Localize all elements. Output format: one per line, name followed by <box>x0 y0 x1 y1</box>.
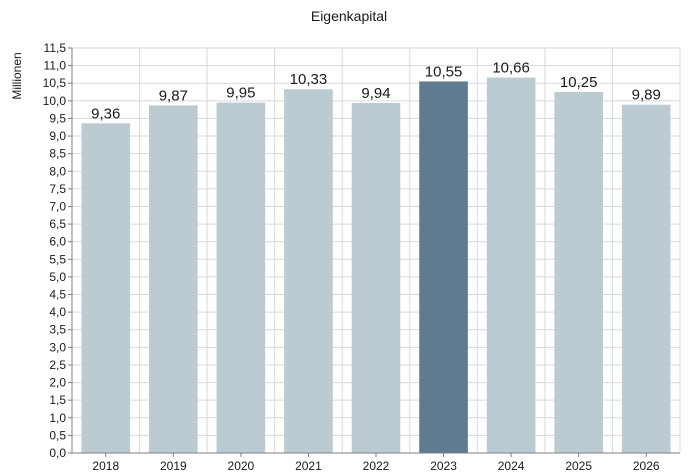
y-tick-label: 4,0 <box>49 305 66 319</box>
labels: 0,0 0,5 1,0 1,5 2,0 2,5 3,0 3,5 4,0 4,5 5,0 5,5 6,0 6… <box>10 41 661 473</box>
y-tick-label: 7,0 <box>49 199 66 213</box>
bar-2022 <box>351 102 401 453</box>
x-tick-label-2021: 2021 <box>295 459 322 473</box>
y-tick-label: 0,0 <box>49 446 66 460</box>
data-label-2026: 9,89 <box>632 87 661 104</box>
y-tick-label: 1,0 <box>49 411 66 425</box>
data-label-2022: 9,94 <box>361 85 390 102</box>
y-axis-label: Millionen <box>10 52 24 99</box>
data-label-2025: 10,25 <box>560 74 598 91</box>
data-label-2023: 10,55 <box>425 63 463 80</box>
bars <box>81 77 671 454</box>
y-tick-label: 7,5 <box>49 182 66 196</box>
y-tick-label: 6,0 <box>49 235 66 249</box>
data-label-2018: 9,36 <box>91 105 120 122</box>
bar-2018 <box>81 123 131 453</box>
y-tick-label: 3,5 <box>49 323 66 337</box>
y-tick-label: 3,0 <box>49 340 66 354</box>
y-tick-label: 2,0 <box>49 376 66 390</box>
y-tick-label: 8,5 <box>49 147 66 161</box>
data-label-2019: 9,87 <box>159 87 188 104</box>
axes <box>68 47 680 457</box>
y-tick-label: 1,5 <box>49 393 66 407</box>
y-tick-label: 4,5 <box>49 288 66 302</box>
x-tick-label-2024: 2024 <box>498 459 525 473</box>
y-tick-label: 11,5 <box>44 41 67 55</box>
bar-2026 <box>621 104 671 453</box>
data-label-2020: 9,95 <box>226 85 255 102</box>
bar-2021 <box>284 89 333 453</box>
y-tick-label: 6,5 <box>49 217 66 231</box>
x-tick-label-2025: 2025 <box>565 459 592 473</box>
y-tick-label: 10,0 <box>43 94 67 108</box>
y-tick-label: 2,5 <box>49 358 66 372</box>
bar-2020 <box>216 102 266 453</box>
bar-2019 <box>149 105 198 453</box>
y-tick-label: 9,5 <box>49 111 66 125</box>
chart-title: Eigenkapital <box>310 8 388 24</box>
y-tick-label: 9,0 <box>49 129 66 143</box>
data-label-2024: 10,66 <box>492 60 530 77</box>
data-label-2021: 10,33 <box>290 71 328 88</box>
x-tick-label-2019: 2019 <box>160 459 187 473</box>
y-tick-label: 10,5 <box>43 76 67 90</box>
x-tick-label-2022: 2022 <box>363 459 390 473</box>
y-tick-label: 5,5 <box>49 252 66 266</box>
y-tick-label: 8,0 <box>49 164 66 178</box>
x-tick-label-2018: 2018 <box>92 459 119 473</box>
x-tick-label-2023: 2023 <box>430 459 457 473</box>
bar-2025 <box>554 92 603 454</box>
y-tick-label: 11,0 <box>44 59 67 73</box>
x-tick-label-2026: 2026 <box>633 459 660 473</box>
y-tick-label: 5,0 <box>49 270 66 284</box>
bar-2023 <box>419 81 468 454</box>
y-tick-label: 0,5 <box>49 428 66 442</box>
x-tick-label-2020: 2020 <box>228 459 255 473</box>
bar-2024 <box>486 77 536 453</box>
